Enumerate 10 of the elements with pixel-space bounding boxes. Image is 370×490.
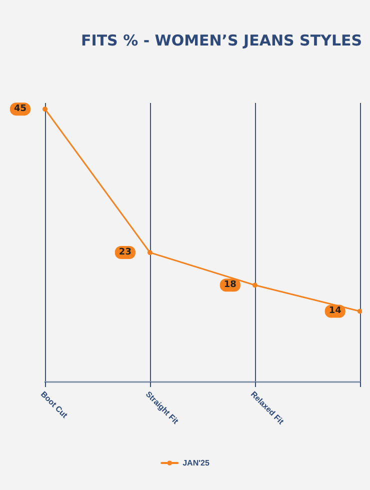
point	[357, 308, 362, 314]
point	[42, 106, 48, 112]
data-label: 23	[118, 248, 132, 258]
chart-title: FITS % - WOMEN’S JEANS STYLES	[81, 32, 362, 50]
legend-label: JAN'25	[182, 458, 210, 468]
point	[147, 250, 152, 256]
data-label: 14	[328, 306, 342, 316]
data-label: 45	[14, 104, 26, 114]
data-label: 18	[224, 280, 236, 290]
point	[252, 282, 258, 288]
